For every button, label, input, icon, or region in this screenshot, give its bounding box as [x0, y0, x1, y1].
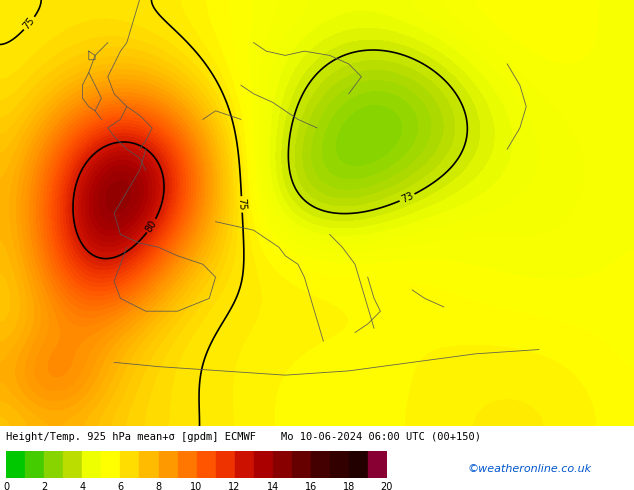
- Bar: [120, 451, 139, 478]
- Text: 75: 75: [236, 198, 247, 211]
- Text: 18: 18: [342, 482, 355, 490]
- Bar: [25, 451, 44, 478]
- Bar: [178, 451, 197, 478]
- Bar: [330, 451, 349, 478]
- Bar: [216, 451, 235, 478]
- Bar: [158, 451, 178, 478]
- Text: 16: 16: [304, 482, 317, 490]
- Text: Height/Temp. 925 hPa mean+σ [gpdm] ECMWF    Mo 10-06-2024 06:00 UTC (00+150): Height/Temp. 925 hPa mean+σ [gpdm] ECMWF…: [6, 432, 481, 441]
- Bar: [82, 451, 101, 478]
- Text: 4: 4: [79, 482, 86, 490]
- Bar: [273, 451, 292, 478]
- Bar: [368, 451, 387, 478]
- Text: 2: 2: [41, 482, 48, 490]
- Text: 8: 8: [155, 482, 162, 490]
- Bar: [6, 451, 25, 478]
- Text: 75: 75: [22, 15, 37, 31]
- Bar: [63, 451, 82, 478]
- Bar: [254, 451, 273, 478]
- Bar: [139, 451, 158, 478]
- Text: 73: 73: [399, 191, 415, 205]
- Text: 80: 80: [144, 218, 159, 234]
- Text: 12: 12: [228, 482, 241, 490]
- Bar: [197, 451, 216, 478]
- Bar: [44, 451, 63, 478]
- Bar: [349, 451, 368, 478]
- Text: 0: 0: [3, 482, 10, 490]
- Text: 10: 10: [190, 482, 203, 490]
- Bar: [311, 451, 330, 478]
- Bar: [292, 451, 311, 478]
- Bar: [101, 451, 120, 478]
- Text: ©weatheronline.co.uk: ©weatheronline.co.uk: [467, 465, 592, 474]
- Text: 20: 20: [380, 482, 393, 490]
- Text: 6: 6: [117, 482, 124, 490]
- Text: 14: 14: [266, 482, 279, 490]
- Bar: [235, 451, 254, 478]
